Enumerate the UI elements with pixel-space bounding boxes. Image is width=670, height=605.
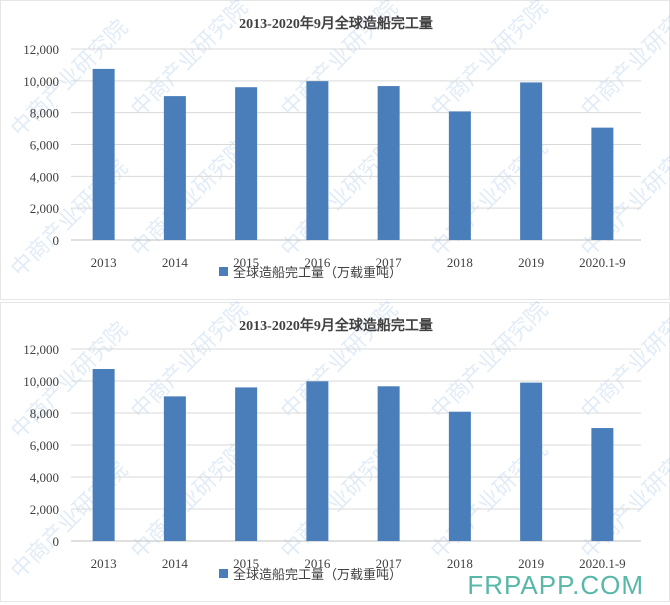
chart-panel-bottom: 中商产业研究院 中商产业研究院 中商产业研究院 中商产业研究院 中商产业研究院 中商产业研… [0, 297, 670, 602]
x-tick-label: 2018 [447, 255, 473, 270]
y-tick-label: 12,000 [23, 342, 59, 357]
legend-swatch [219, 267, 228, 276]
y-tick-label: 2,000 [30, 201, 59, 216]
bar-2019 [520, 82, 543, 240]
bar-2017 [377, 86, 400, 240]
y-tick-label: 6,000 [30, 438, 59, 453]
x-tick-label: 2017 [376, 255, 403, 270]
bar-2014 [163, 96, 186, 240]
bar-2020.1-9 [591, 428, 614, 541]
legend-label: 全球造船完工量（万载重吨） [233, 567, 402, 583]
x-tick-label: 2014 [162, 255, 189, 270]
y-tick-label: 4,000 [30, 169, 59, 184]
bar-2015 [235, 387, 258, 541]
chart-title: 2013-2020年9月全球造船完工量 [239, 317, 433, 334]
x-tick-label: 2018 [447, 556, 473, 571]
bar-2020.1-9 [591, 127, 614, 240]
x-tick-label: 2015 [233, 556, 259, 571]
x-tick-label: 2020.1-9 [579, 255, 626, 270]
bar-2018 [448, 111, 471, 240]
bar-2017 [377, 386, 400, 541]
bar-chart: 2013-2020年9月全球造船完工量 0 2,000 4,000 6,000 8,000… [23, 15, 641, 281]
y-tick-label: 10,000 [23, 374, 59, 389]
bar-2018 [448, 411, 471, 541]
y-tick-label: 2,000 [30, 502, 59, 517]
x-tick-label: 2020.1-9 [579, 556, 626, 571]
bar-2014 [163, 396, 186, 541]
y-tick-label: 6,000 [30, 138, 59, 153]
x-tick-label: 2015 [233, 255, 259, 270]
y-tick-label: 12,000 [23, 42, 59, 57]
x-tick-label: 2019 [518, 556, 544, 571]
x-tick-label: 2016 [304, 556, 331, 571]
y-tick-label: 0 [53, 233, 60, 248]
chart-title: 2013-2020年9月全球造船完工量 [239, 15, 433, 32]
x-tick-label: 2014 [162, 556, 189, 571]
y-tick-label: 4,000 [30, 470, 59, 485]
bar-2019 [520, 382, 543, 541]
site-watermark: FRPAPP.COM [467, 570, 644, 600]
y-tick-label: 10,000 [23, 74, 59, 89]
x-tick-label: 2019 [518, 255, 544, 270]
bar-2016 [306, 81, 329, 240]
bar-2013 [92, 369, 115, 541]
legend-swatch [219, 569, 228, 578]
y-tick-label: 8,000 [30, 106, 59, 121]
x-tick-label: 2017 [376, 556, 403, 571]
x-tick-label: 2016 [304, 255, 331, 270]
legend-label: 全球造船完工量（万载重吨） [233, 265, 402, 281]
bar-2016 [306, 381, 329, 541]
x-tick-label: 2013 [91, 556, 117, 571]
bar-chart: 2013-2020年9月全球造船完工量 0 2,000 4,000 6,000 8,000… [23, 317, 641, 583]
chart-panel-top: 中商产业研究院 中商产业研究院 中商产业研究院 中商产业研究院 中商产业研究院 中商产业研… [0, 0, 670, 300]
y-tick-label: 8,000 [30, 406, 59, 421]
x-tick-label: 2013 [91, 255, 117, 270]
y-tick-label: 0 [53, 534, 60, 549]
bar-2013 [92, 68, 115, 240]
bar-2015 [235, 87, 258, 240]
